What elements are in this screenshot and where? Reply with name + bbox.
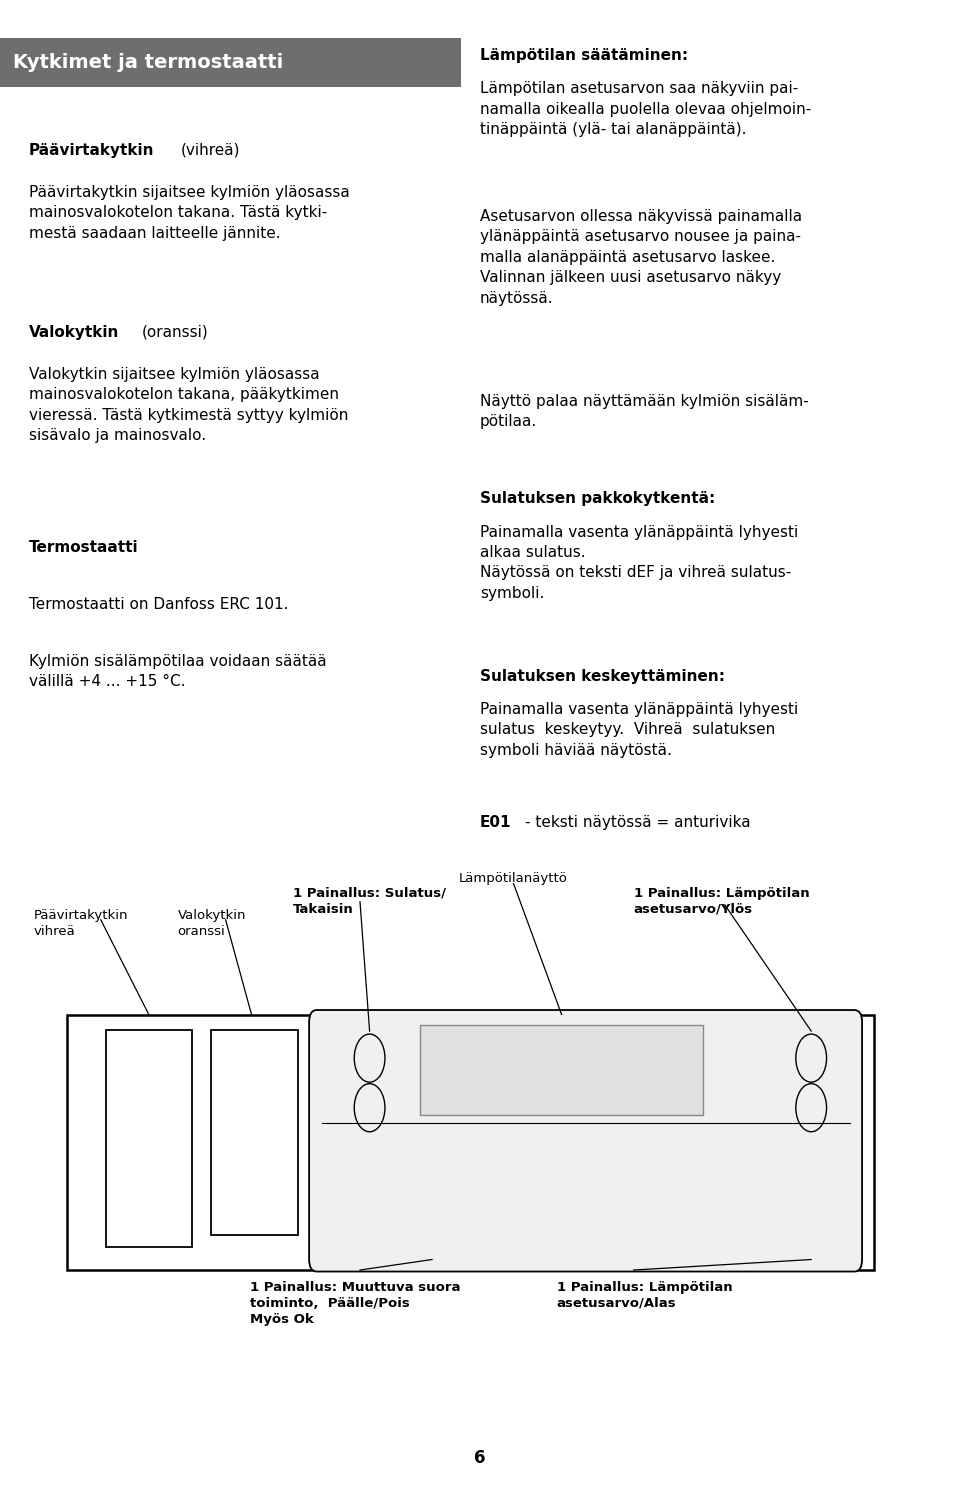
Bar [0,38,461,87]
Text: Lämpötilan säätäminen:: Lämpötilan säätäminen: [480,48,688,63]
Text: Valokytkin sijaitsee kylmiön yläosassa
mainosvalokotelon takana, pääkytkimen
vie: Valokytkin sijaitsee kylmiön yläosassa m… [29,367,348,443]
Text: Päävirtakytkin: Päävirtakytkin [29,143,155,158]
Text: Painamalla vasenta ylänäppäintä lyhyesti
alkaa sulatus.
Näytössä on teksti dEF j: Painamalla vasenta ylänäppäintä lyhyesti… [480,525,799,601]
Text: Lämpötilanäyttö: Lämpötilanäyttö [459,872,568,885]
FancyBboxPatch shape [309,1010,862,1272]
Text: ⏻: ⏻ [367,1103,372,1112]
Text: Asetusarvon ollessa näkyvissä painamalla
ylänäppäintä asetusarvo nousee ja paina: Asetusarvon ollessa näkyvissä painamalla… [480,209,803,305]
Text: - teksti näytössä = anturivika: - teksti näytössä = anturivika [525,815,751,830]
Text: Sulatuksen pakkokytkentä:: Sulatuksen pakkokytkentä: [480,491,715,507]
Text: Termostaatti on Danfoss ERC 101.: Termostaatti on Danfoss ERC 101. [29,597,288,612]
Text: Päävirtakytkin
vihreä: Päävirtakytkin vihreä [34,909,128,938]
Text: ∨: ∨ [806,1103,816,1112]
FancyBboxPatch shape [420,1025,703,1115]
Bar [106,1030,192,1247]
Text: ∧: ∧ [806,1054,816,1063]
Text: -00.0: -00.0 [524,1058,599,1082]
Text: Kytkimet ja termostaatti: Kytkimet ja termostaatti [13,53,284,72]
Text: E01: E01 [480,815,512,830]
Text: ✻: ✻ [366,1054,373,1063]
Text: 1 Painallus: Lämpötilan
asetusarvo/Alas: 1 Painallus: Lämpötilan asetusarvo/Alas [557,1281,732,1309]
Text: Näyttö palaa näyttämään kylmiön sisäläm-
pötilaa.: Näyttö palaa näyttämään kylmiön sisäläm-… [480,394,808,430]
Text: 6: 6 [474,1449,486,1467]
Text: Danfoss: Danfoss [669,1040,713,1051]
Text: Lämpötilan asetusarvon saa näkyviin pai-
namalla oikealla puolella olevaa ohjelm: Lämpötilan asetusarvon saa näkyviin pai-… [480,81,811,137]
Text: 1 Painallus: Sulatus/
Takaisin: 1 Painallus: Sulatus/ Takaisin [293,887,445,915]
Bar [67,1015,874,1270]
Text: Valokytkin
oranssi: Valokytkin oranssi [178,909,246,938]
Text: Päävirtakytkin sijaitsee kylmiön yläosassa
mainosvalokotelon takana. Tästä kytki: Päävirtakytkin sijaitsee kylmiön yläosas… [29,185,349,240]
Text: Painamalla vasenta ylänäppäintä lyhyesti
sulatus  keskeytyy.  Vihreä  sulatuksen: Painamalla vasenta ylänäppäintä lyhyesti… [480,702,799,758]
Text: 1 Painallus: Muuttuva suora
toiminto,  Päälle/Pois
Myös Ok: 1 Painallus: Muuttuva suora toiminto, Pä… [250,1281,460,1326]
Text: Sulatuksen keskeyttäminen:: Sulatuksen keskeyttäminen: [480,669,725,684]
Bar [211,1030,298,1235]
Text: Kylmiön sisälämpötilaa voidaan säätää
välillä +4 ... +15 °C.: Kylmiön sisälämpötilaa voidaan säätää vä… [29,654,326,690]
Text: (vihreä): (vihreä) [180,143,240,158]
Text: Valokytkin: Valokytkin [29,325,119,340]
Text: 1 Painallus: Lämpötilan
asetusarvo/Ylös: 1 Painallus: Lämpötilan asetusarvo/Ylös [634,887,809,915]
Text: (oranssi): (oranssi) [142,325,209,340]
Text: Termostaatti: Termostaatti [29,540,138,555]
